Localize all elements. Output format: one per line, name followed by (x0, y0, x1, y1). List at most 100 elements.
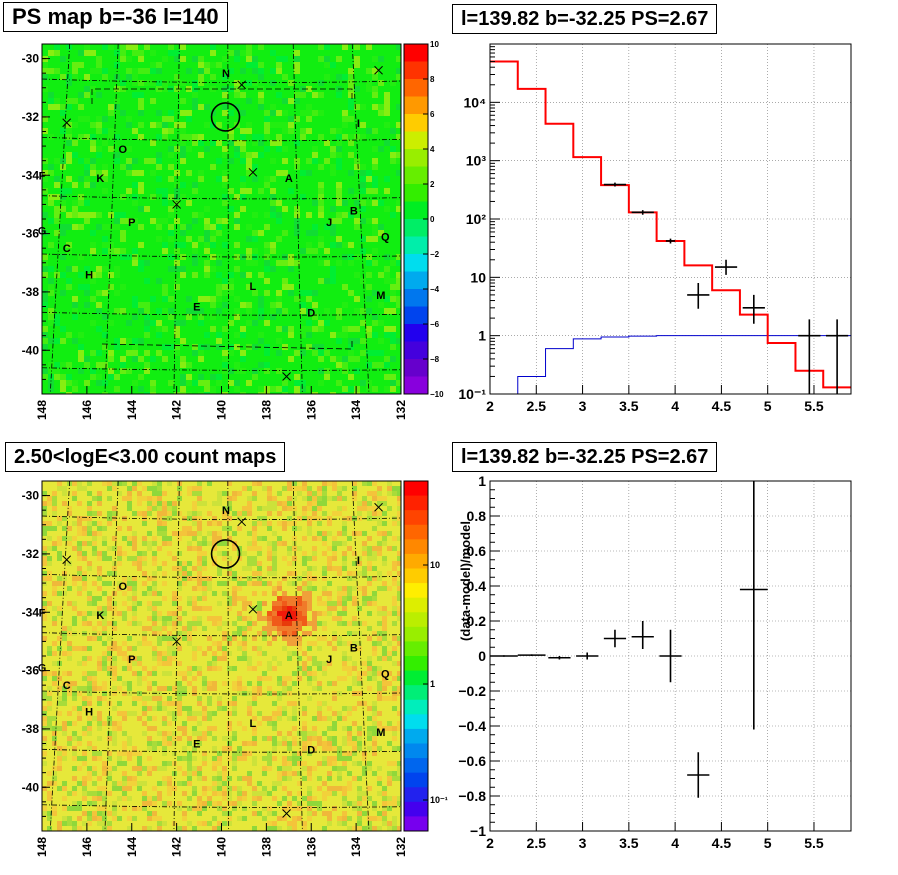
heatmap-cell (42, 266, 48, 272)
heatmap-cell (287, 716, 292, 721)
heatmap-cell (67, 771, 72, 776)
heatmap-cell (342, 581, 347, 586)
heatmap-cell (47, 791, 52, 796)
heatmap-cell (307, 666, 312, 671)
heatmap-cell (186, 308, 192, 314)
heatmap-cell (82, 726, 87, 731)
heatmap-cell (197, 736, 202, 741)
heatmap-cell (198, 392, 204, 394)
heatmap-cell (277, 621, 282, 626)
heatmap-cell (392, 776, 397, 781)
heatmap-cell (247, 576, 252, 581)
heatmap-cell (77, 521, 82, 526)
heatmap-cell (90, 170, 96, 176)
heatmap-cell (87, 491, 92, 496)
heatmap-cell (114, 98, 120, 104)
heatmap-cell (297, 621, 302, 626)
heatmap-cell (277, 616, 282, 621)
heatmap-cell (237, 746, 242, 751)
residual-panel: 2 2.5 3 3.5 4 4.5 5 5.510.80.60.40.20−0.2−0.4−0… (458, 473, 852, 851)
heatmap-cell (287, 731, 292, 736)
heatmap-cell (357, 821, 362, 826)
heatmap-cell (227, 651, 232, 656)
heatmap-cell (317, 486, 322, 491)
heatmap-cell (72, 731, 77, 736)
heatmap-cell (277, 691, 282, 696)
heatmap-cell (240, 206, 246, 212)
heatmap-cell (138, 104, 144, 110)
x-tick-label: 3 (579, 835, 587, 851)
heatmap-cell (97, 811, 102, 816)
heatmap-cell (84, 74, 90, 80)
heatmap-cell (337, 661, 342, 666)
heatmap-cell (228, 68, 234, 74)
heatmap-cell (342, 531, 347, 536)
heatmap-cell (360, 248, 366, 254)
heatmap-cell (222, 561, 227, 566)
heatmap-cell (282, 806, 287, 811)
heatmap-cell (294, 50, 300, 56)
heatmap-cell (252, 546, 257, 551)
heatmap-cell (262, 631, 267, 636)
heatmap-cell (222, 726, 227, 731)
heatmap-cell (270, 110, 276, 116)
heatmap-cell (272, 541, 277, 546)
heatmap-cell (240, 302, 246, 308)
heatmap-cell (204, 236, 210, 242)
heatmap-cell (332, 536, 337, 541)
heatmap-cell (282, 646, 287, 651)
heatmap-cell (187, 756, 192, 761)
heatmap-cell (144, 206, 150, 212)
heatmap-cell (97, 606, 102, 611)
heatmap-cell (397, 751, 401, 756)
heatmap-cell (272, 766, 277, 771)
heatmap-cell (227, 596, 232, 601)
heatmap-cell (317, 716, 322, 721)
heatmap-cell (306, 104, 312, 110)
heatmap-cell (132, 531, 137, 536)
heatmap-cell (67, 816, 72, 821)
heatmap-cell (137, 746, 142, 751)
heatmap-cell (147, 796, 152, 801)
heatmap-cell (352, 566, 357, 571)
heatmap-cell (48, 314, 54, 320)
heatmap-cell (137, 601, 142, 606)
heatmap-cell (258, 362, 264, 368)
heatmap-cell (377, 806, 382, 811)
heatmap-cell (222, 290, 228, 296)
heatmap-cell (132, 661, 137, 666)
heatmap-cell (252, 801, 257, 806)
heatmap-cell (62, 581, 67, 586)
heatmap-cell (90, 350, 96, 356)
heatmap-cell (138, 242, 144, 248)
heatmap-cell (390, 260, 396, 266)
heatmap-cell (156, 80, 162, 86)
heatmap-cell (177, 686, 182, 691)
x-tick-label: 136 (304, 400, 318, 420)
heatmap-cell (306, 86, 312, 92)
heatmap-cell (117, 711, 122, 716)
heatmap-cell (192, 56, 198, 62)
heatmap-cell (324, 74, 330, 80)
heatmap-cell (152, 506, 157, 511)
heatmap-cell (177, 496, 182, 501)
heatmap-cell (114, 218, 120, 224)
heatmap-cell (187, 546, 192, 551)
heatmap-cell (337, 611, 342, 616)
heatmap-cell (122, 551, 127, 556)
heatmap-cell (67, 626, 72, 631)
x-tick-label: 5 (764, 398, 772, 414)
heatmap-cell (258, 140, 264, 146)
heatmap-cell (210, 242, 216, 248)
heatmap-cell (337, 756, 342, 761)
heatmap-cell (216, 176, 222, 182)
heatmap-cell (117, 481, 122, 486)
heatmap-cell (362, 541, 367, 546)
heatmap-cell (332, 616, 337, 621)
heatmap-cell (246, 62, 252, 68)
heatmap-cell (232, 741, 237, 746)
heatmap-cell (54, 104, 60, 110)
heatmap-cell (247, 486, 252, 491)
heatmap-cell (82, 671, 87, 676)
heatmap-cell (108, 272, 114, 278)
